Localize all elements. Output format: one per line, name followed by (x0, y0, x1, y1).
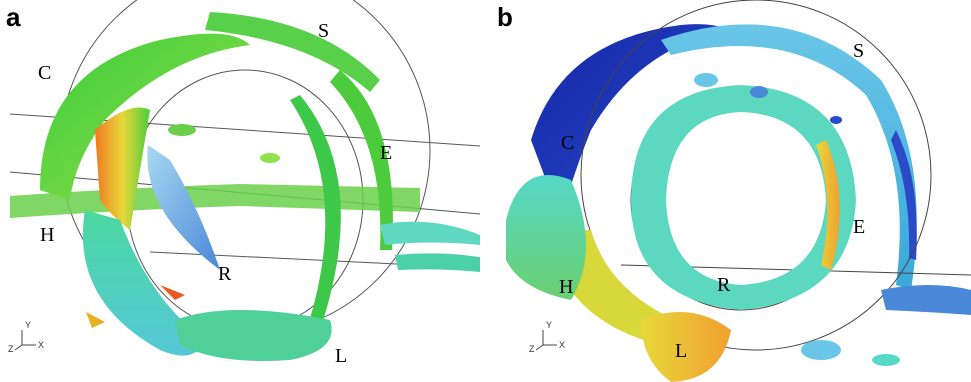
panel-a-axis-y: Y (25, 320, 32, 330)
panel-a-axis-x: X (38, 340, 45, 350)
panel-b-axis-x: X (559, 340, 566, 350)
panel-b-label-s: S (853, 40, 865, 62)
panel-a-label-s: S (318, 20, 330, 42)
panel-a-letter: a (6, 2, 21, 32)
panel-b-blue-shell (531, 24, 731, 220)
panel-a-arc-c (40, 33, 250, 200)
panel-a-warm-surface (95, 107, 150, 230)
panel-a-arc-s (205, 12, 380, 92)
panel-a-streak-2 (395, 253, 480, 272)
panel-b-render (506, 0, 971, 382)
panel-b-label-h: H (559, 276, 574, 298)
panel-b-label-r: R (717, 274, 731, 296)
panel-b-label-c: C (561, 132, 575, 154)
panel-a-label-l: L (335, 345, 348, 367)
panel-b-label-e: E (853, 216, 866, 238)
panel-b-axis-z: Z (529, 344, 535, 354)
panel-a-label-h: H (40, 224, 55, 246)
panel-a-lobe-l (175, 310, 332, 361)
panel-a-streak-1 (380, 221, 480, 245)
panel-a-axis-z: Z (8, 344, 14, 354)
panel-a-lobe-h (82, 210, 205, 356)
panel-a-arc-inner (290, 95, 341, 330)
panel-a-label-e: E (380, 142, 393, 164)
panel-b-lobe-l (641, 312, 731, 382)
panel-b-letter: b (497, 2, 513, 32)
panel-b-right-edge (891, 130, 917, 260)
panel-a-label-r: R (218, 263, 232, 285)
panel-a-axis-triad (14, 330, 36, 351)
panel-b: b S C E H R L Y Z X (491, 0, 971, 382)
panel-b-left-mass (506, 175, 586, 300)
panel-a-render (9, 0, 480, 361)
panel-b-label-l: L (675, 340, 688, 362)
panel-b-axis-y: Y (546, 320, 553, 330)
panel-b-axis-triad (535, 330, 557, 351)
panel-a: a S C E H R L Y Z X (0, 0, 480, 382)
panel-b-main-ring (631, 85, 856, 310)
panel-b-outer-ring (661, 24, 917, 291)
panel-a-blue-swirl (147, 145, 220, 270)
panel-b-right-streak (881, 285, 971, 315)
panel-a-label-c: C (38, 62, 52, 84)
panel-a-guide-lines (9, 0, 480, 336)
panel-b-yellow-e (816, 140, 840, 270)
